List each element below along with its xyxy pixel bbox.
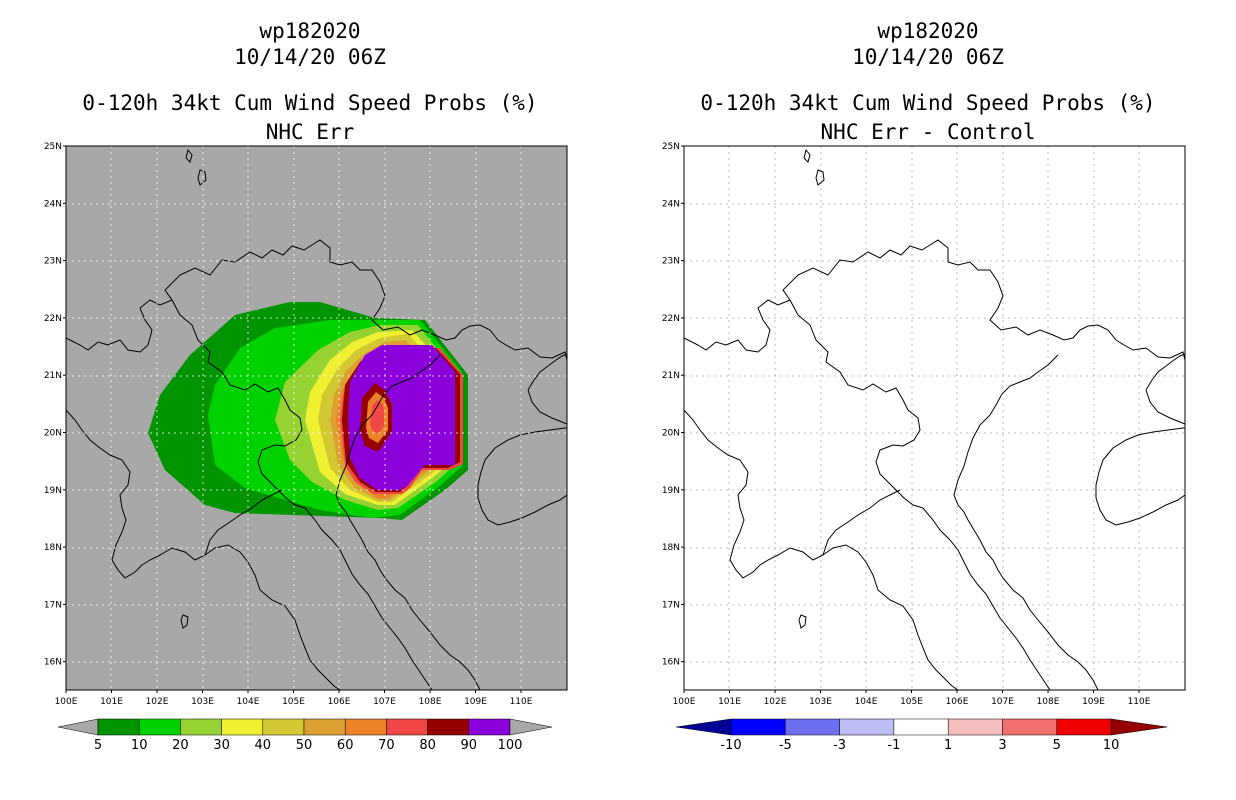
left-lon-label-103E: 103E [191,697,214,707]
left-colorbar-swatch [221,718,264,736]
right-title-storm: wp182020 [877,19,979,43]
left-lon-label-102E: 102E [146,697,169,707]
left-lon-label-100E: 100E [55,697,78,707]
left-lat-label-21N: 21N [44,371,62,381]
left-lon-label-107E: 107E [373,697,396,707]
right-colorbar: -10 -5 -3 -1 1 3 5 10 [675,718,1168,753]
right-lon-label-106E: 106E [946,697,969,707]
left-title-storm: wp182020 [259,19,361,43]
right-colorbar-swatch [1002,718,1058,736]
right-colorbar-swatch [1056,718,1112,736]
right-lat-label-17N: 17N [662,600,680,610]
right-colorbar-swatch [730,718,786,736]
right-lat-label-18N: 18N [662,543,680,553]
left-colorbar-swatch [138,718,181,736]
left-probability-contours [66,146,567,690]
left-lon-label-101E: 101E [100,697,123,707]
left-lon-label-110E: 110E [510,697,533,707]
right-colorbar-swatch [893,718,949,736]
left-colorbar-label: 20 [172,738,189,753]
right-colorbar-swatch [839,718,895,736]
right-lon-label-105E: 105E [900,697,923,707]
left-colorbar: 5 10 20 30 40 50 60 70 80 90 100 [57,718,553,753]
right-title-date: 10/14/20 06Z [852,45,1004,69]
right-lon-label-108E: 108E [1037,697,1060,707]
right-lat-label-21N: 21N [662,371,680,381]
right-colorbar-label: -1 [887,738,900,753]
right-lon-label-104E: 104E [855,697,878,707]
left-colorbar-high-arrow [509,718,553,736]
left-colorbar-label: 70 [378,738,395,753]
right-lat-label-25N: 25N [662,142,680,152]
left-colorbar-swatch [180,718,222,736]
right-lat-label-24N: 24N [662,199,680,209]
left-lat-label-23N: 23N [44,257,62,267]
left-colorbar-low-arrow [57,718,99,736]
left-lat-label-20N: 20N [44,429,62,439]
right-colorbar-label: 10 [1103,738,1120,753]
left-colorbar-swatch [97,718,140,736]
right-colorbar-label: 1 [944,738,952,753]
left-map: 25N 24N 23N 22N 21N 20N 19N 18N 17N 16N 100E 101E 10… [44,142,568,707]
right-lon-label-109E: 109E [1082,697,1105,707]
left-colorbar-label: 50 [296,738,313,753]
left-colorbar-swatch [386,718,428,736]
right-colorbar-label: -3 [833,738,846,753]
right-lat-label-16N: 16N [662,658,680,668]
left-colorbar-label: 60 [337,738,354,753]
right-lon-label-103E: 103E [809,697,832,707]
right-lat-label-19N: 19N [662,486,680,496]
left-lon-label-108E: 108E [419,697,442,707]
right-lon-label-101E: 101E [718,697,741,707]
right-colorbar-swatch [785,718,840,736]
left-lat-label-22N: 22N [44,314,62,324]
left-colorbar-label: 100 [498,738,523,753]
right-colorbar-label: -5 [779,738,792,753]
left-colorbar-label: 90 [461,738,478,753]
left-colorbar-label: 10 [131,738,148,753]
left-lat-label-16N: 16N [44,658,62,668]
right-title-subtitle: NHC Err - Control [820,120,1036,144]
left-lat-label-18N: 18N [44,543,62,553]
right-lon-label-107E: 107E [991,697,1014,707]
left-colorbar-swatch [344,718,387,736]
right-title-product: 0-120h 34kt Cum Wind Speed Probs (%) [700,91,1156,115]
right-colorbar-label: -10 [720,738,741,753]
right-lat-label-20N: 20N [662,429,680,439]
left-colorbar-label: 5 [94,738,102,753]
left-colorbar-swatch [303,718,346,736]
left-lon-label-104E: 104E [237,697,260,707]
right-lon-label-102E: 102E [764,697,787,707]
right-axis-ticks: 25N 24N 23N 22N 21N 20N 19N 18N 17N 16N 100E 101E 10… [662,142,1151,707]
left-title-date: 10/14/20 06Z [234,45,386,69]
left-colorbar-swatch [427,718,470,736]
left-colorbar-swatch [468,718,511,736]
right-colorbar-label: 5 [1053,738,1061,753]
left-lat-label-25N: 25N [44,142,62,152]
right-colorbar-high-arrow [1110,718,1168,736]
left-colorbar-label: 80 [419,738,436,753]
left-lon-label-106E: 106E [328,697,351,707]
left-title-product: 0-120h 34kt Cum Wind Speed Probs (%) [82,91,538,115]
left-lat-label-24N: 24N [44,199,62,209]
right-lon-label-100E: 100E [673,697,696,707]
right-map: 25N 24N 23N 22N 21N 20N 19N 18N 17N 16N 100E 101E 10… [662,142,1186,707]
right-colorbar-label: 3 [998,738,1006,753]
left-colorbar-label: 40 [255,738,272,753]
left-title-subtitle: NHC Err [265,120,355,144]
right-lat-label-22N: 22N [662,314,680,324]
left-colorbar-swatch [262,718,305,736]
left-lon-label-109E: 109E [464,697,487,707]
left-axis-ticks: 25N 24N 23N 22N 21N 20N 19N 18N 17N 16N 100E 101E 10… [44,142,533,707]
right-lat-label-23N: 23N [662,257,680,267]
left-lat-label-19N: 19N [44,486,62,496]
left-lat-label-17N: 17N [44,600,62,610]
left-lon-label-105E: 105E [282,697,305,707]
right-colorbar-low-arrow [675,718,732,736]
left-colorbar-label: 30 [213,738,230,753]
right-colorbar-swatch [947,718,1003,736]
right-lon-label-110E: 110E [1128,697,1151,707]
